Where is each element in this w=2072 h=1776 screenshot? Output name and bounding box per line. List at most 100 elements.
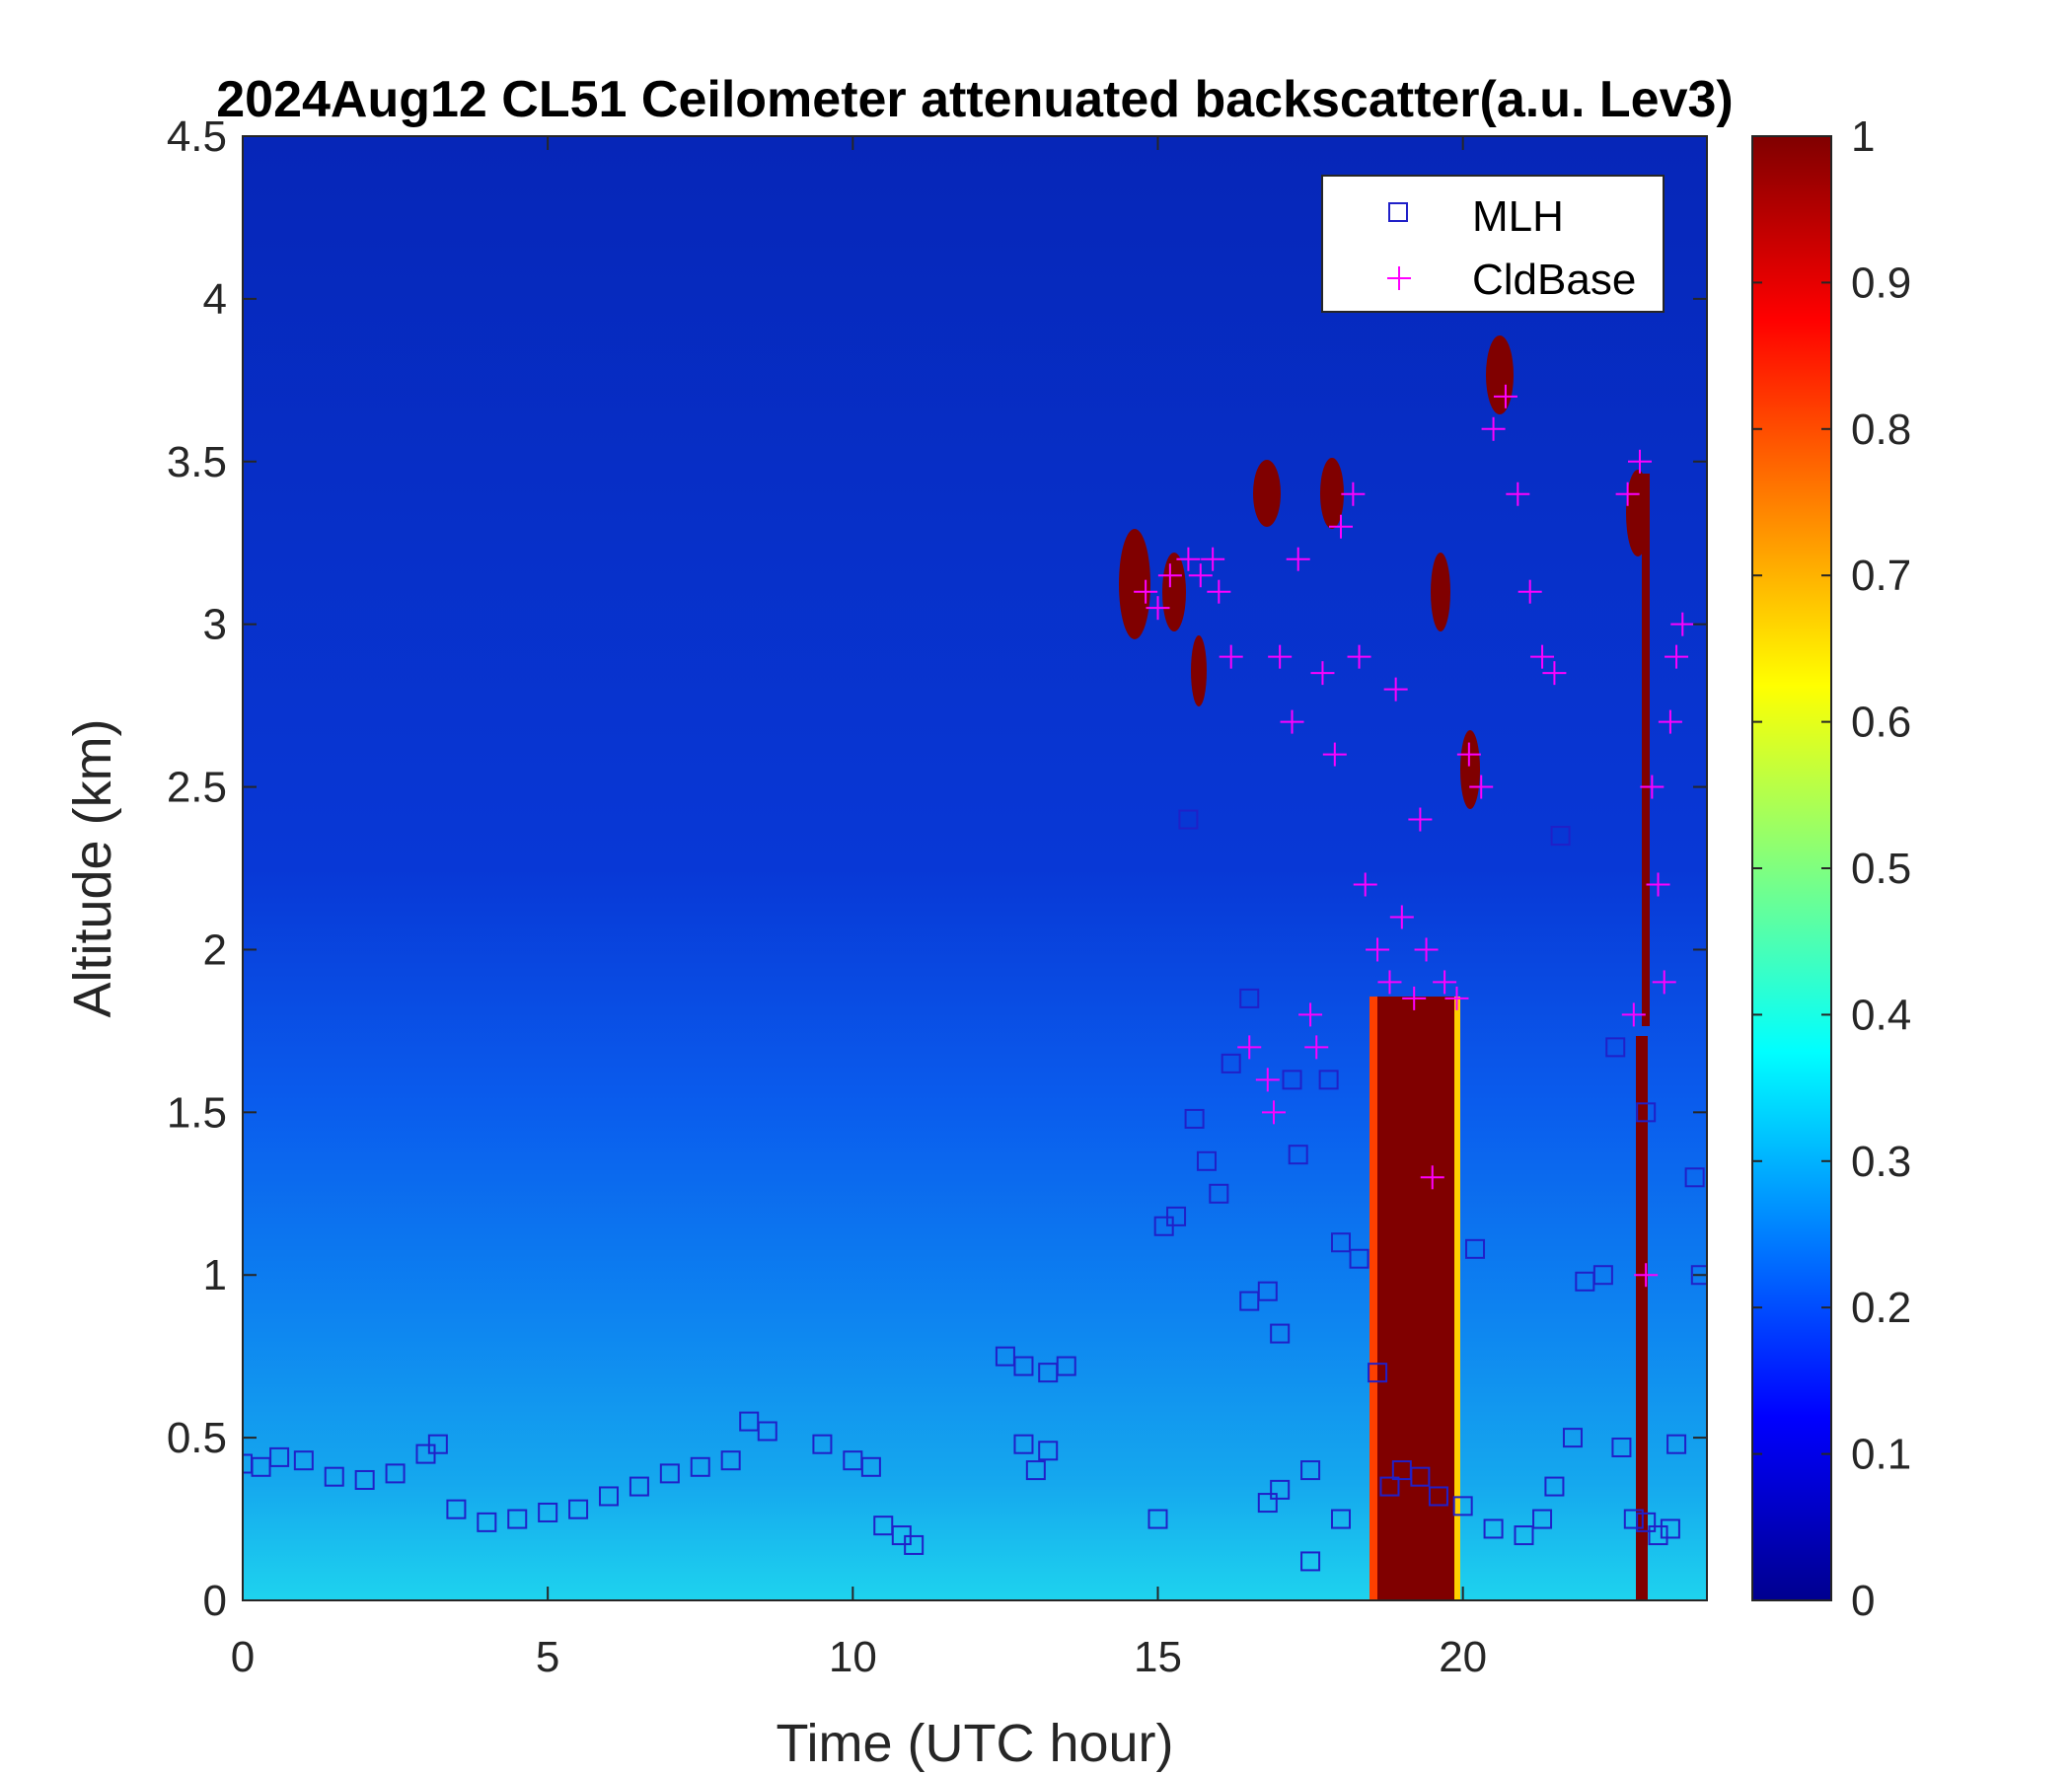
mlh-point (690, 1456, 710, 1477)
cldbase-point (1286, 547, 1310, 571)
colorbar-ramp (1751, 135, 1832, 1601)
x-tick-label: 20 (1439, 1633, 1487, 1681)
cldbase-point (1201, 547, 1225, 571)
cldbase-point (1493, 384, 1517, 408)
mlh-point (757, 1421, 777, 1442)
legend: MLH CldBase (1321, 175, 1665, 313)
mlh-point (1684, 1167, 1705, 1188)
mlh-point (1239, 988, 1260, 1008)
mlh-point (1270, 1479, 1291, 1500)
mlh-point (1666, 1434, 1687, 1454)
mlh-point (1605, 1037, 1626, 1058)
cldbase-point (1665, 644, 1689, 669)
mlh-point (1465, 1238, 1486, 1259)
mlh-point (1166, 1206, 1187, 1226)
colorbar-tick-label: 0.3 (1851, 1138, 1911, 1186)
cldbase-point (1157, 563, 1182, 588)
mlh-point (269, 1446, 290, 1467)
plot-area (243, 136, 1707, 1600)
colorbar-tick-label: 0.6 (1851, 699, 1911, 747)
mlh-point (427, 1434, 448, 1454)
colorbar-tick-label: 0.9 (1851, 259, 1911, 307)
mlh-point (1452, 1496, 1473, 1517)
cldbase-point (1420, 1165, 1444, 1190)
legend-box (1321, 175, 1665, 313)
mlh-point (1013, 1434, 1034, 1454)
mlh-point (1318, 1070, 1339, 1090)
mlh-point (1544, 1476, 1565, 1497)
mlh-point (659, 1463, 680, 1484)
cldbase-point (1670, 612, 1695, 636)
y-tick-label: 4 (203, 275, 227, 324)
mlh-point (354, 1469, 375, 1490)
mlh-point (1550, 826, 1571, 847)
y-tick-label: 0.5 (167, 1414, 227, 1462)
mlh-point (538, 1502, 558, 1522)
cldbase-point (1530, 644, 1555, 669)
cldbase-point (1366, 937, 1390, 962)
cldbase-point (1542, 661, 1567, 686)
mlh-point (1379, 1476, 1400, 1497)
cldbase-point (1389, 905, 1414, 929)
mlh-point (860, 1456, 881, 1477)
cldbase-point (1408, 807, 1433, 832)
mlh-point (1147, 1509, 1168, 1529)
mlh-point (599, 1486, 619, 1507)
cldbase-point (1383, 677, 1408, 702)
x-tick-label: 10 (829, 1633, 877, 1681)
cldbase-point (1280, 709, 1304, 734)
colorbar-tick-label: 0.4 (1851, 991, 1911, 1039)
mlh-point (904, 1534, 925, 1555)
cldbase-point (1506, 481, 1530, 506)
colorbar: 0 0.1 0.2 0.3 0.4 0.5 0.6 0.7 0.8 0.9 1 (1751, 112, 1911, 1625)
mlh-point (1270, 1323, 1291, 1344)
cldbase-point (1146, 596, 1170, 621)
cldbase-markers (1134, 384, 1695, 1288)
cloud-patch-6 (1486, 335, 1514, 414)
cloud-patch-1 (1119, 529, 1150, 639)
cldbase-point (1414, 937, 1439, 962)
colorbar-tick-label: 0.1 (1851, 1431, 1911, 1479)
mlh-point (1013, 1356, 1034, 1376)
backscatter-features (1119, 335, 1650, 1600)
x-axis-label: Time (UTC hour) (776, 1714, 1173, 1773)
cldbase-point (1402, 986, 1427, 1010)
x-tick-label: 15 (1134, 1633, 1182, 1681)
cloud-patch-4 (1320, 458, 1344, 529)
cldbase-point (1207, 579, 1231, 604)
colorbar-tick-label: 0.8 (1851, 406, 1911, 454)
cldbase-point (1322, 742, 1347, 767)
cldbase-point (1255, 1068, 1280, 1092)
chart-title: 2024Aug12 CL51 Ceilometer attenuated bac… (216, 71, 1733, 128)
cldbase-point (1658, 709, 1682, 734)
colorbar-tick-label: 1 (1851, 112, 1875, 161)
colorbar-tick-label: 0.5 (1851, 845, 1911, 893)
mlh-point (1209, 1183, 1229, 1204)
precip-column-2 (1636, 1036, 1648, 1600)
mlh-point (629, 1476, 649, 1497)
y-axis-ticks: 0 0.5 1 1.5 2 2.5 3 3.5 4 4.5 (167, 112, 1707, 1625)
cldbase-point (1329, 514, 1353, 539)
y-tick-label: 0 (203, 1577, 227, 1625)
cldbase-point (1268, 644, 1293, 669)
mlh-point (1300, 1460, 1321, 1481)
cldbase-point (1433, 970, 1457, 995)
mlh-point (1288, 1145, 1308, 1165)
mlh-point (1257, 1281, 1278, 1301)
cldbase-point (1444, 986, 1469, 1010)
mlh-point (1178, 809, 1199, 830)
cldbase-point (1621, 1002, 1646, 1027)
mlh-point (1300, 1551, 1321, 1572)
cldbase-point (1517, 579, 1542, 604)
x-tick-label: 5 (536, 1633, 559, 1681)
colorbar-ticks: 0 0.1 0.2 0.3 0.4 0.5 0.6 0.7 0.8 0.9 1 (1752, 112, 1911, 1625)
y-axis-label: Altitude (km) (63, 718, 122, 1017)
mlh-point (1056, 1356, 1076, 1376)
mlh-point (812, 1434, 833, 1454)
mlh-point (1514, 1525, 1534, 1546)
mlh-point (385, 1463, 406, 1484)
y-tick-label: 3 (203, 601, 227, 649)
cldbase-point (1627, 449, 1652, 474)
cloud-patch-8 (1191, 635, 1207, 706)
